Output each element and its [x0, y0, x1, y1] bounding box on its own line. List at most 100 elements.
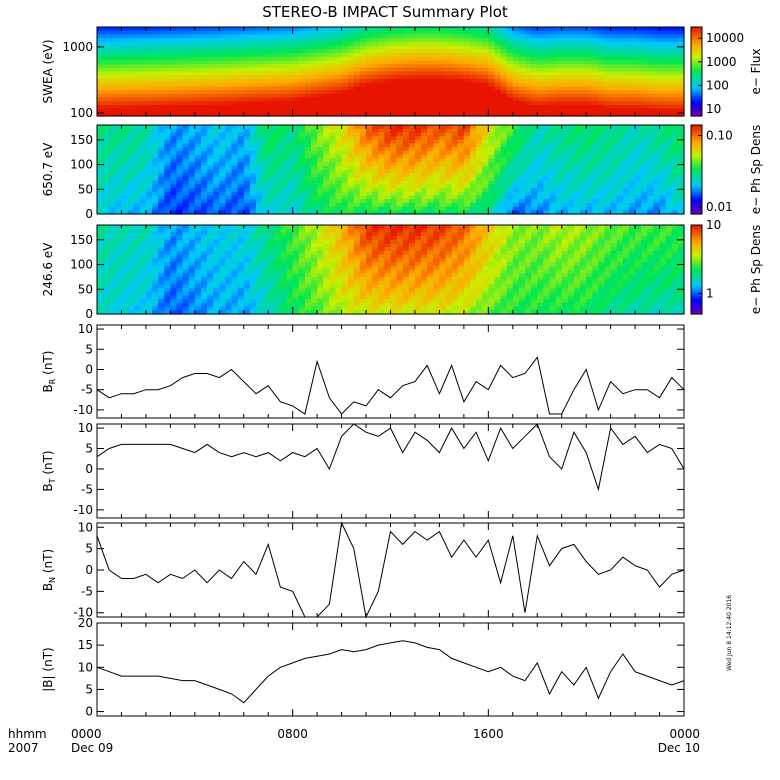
heatmap-cell	[457, 101, 465, 106]
heatmap-cell	[555, 158, 563, 163]
heatmap-cell	[341, 30, 349, 36]
heatmap-cell	[115, 291, 123, 297]
heatmap-cell	[494, 78, 502, 84]
heatmap-cell	[292, 45, 300, 50]
heatmap-cell	[225, 52, 233, 58]
heatmap-cell	[255, 150, 263, 156]
heatmap-cell	[512, 199, 520, 204]
heatmap-cell	[549, 191, 557, 197]
heatmap-cell	[610, 184, 618, 189]
heatmap-cell	[237, 132, 245, 137]
colorbar-segment	[691, 104, 702, 108]
heatmap-cell	[133, 276, 141, 282]
heatmap-cell	[567, 86, 575, 91]
heatmap-cell	[359, 82, 367, 87]
heatmap-cell	[421, 71, 428, 76]
heatmap-cell	[255, 41, 263, 47]
heatmap-cell	[567, 162, 575, 167]
heatmap-cell	[176, 104, 184, 110]
heatmap-cell	[133, 90, 141, 95]
heatmap-cell	[353, 147, 361, 152]
heatmap-cell	[573, 206, 581, 211]
heatmap-cell	[139, 232, 147, 237]
heatmap-cell	[207, 90, 214, 95]
heatmap-cell	[396, 49, 404, 54]
heatmap-cell	[109, 97, 116, 102]
heatmap-cell	[133, 60, 141, 65]
heatmap-cell	[677, 49, 685, 54]
heatmap-cell	[152, 67, 159, 73]
heatmap-cell	[561, 199, 569, 204]
heatmap-cell	[463, 158, 471, 163]
heatmap-cell	[604, 97, 612, 102]
heatmap-cell	[445, 128, 453, 134]
heatmap-cell	[97, 150, 104, 156]
heatmap-cell	[237, 101, 245, 106]
heatmap-cell	[158, 158, 165, 163]
heatmap-cell	[335, 128, 343, 134]
heatmap-cell	[647, 64, 655, 69]
heatmap-cell	[170, 184, 178, 189]
heatmap-cell	[341, 27, 349, 32]
heatmap-cell	[512, 132, 520, 137]
heatmap-cell	[359, 75, 367, 80]
heatmap-cell	[445, 165, 453, 171]
heatmap-cell	[97, 64, 104, 69]
heatmap-cell	[243, 191, 251, 197]
heatmap-cell	[555, 30, 563, 36]
heatmap-cell	[188, 176, 196, 182]
heatmap-cell	[561, 30, 569, 36]
heatmap-cell	[616, 176, 624, 182]
heatmap-cell	[145, 191, 153, 197]
heatmap-cell	[445, 45, 453, 50]
heatmap-cell	[622, 45, 630, 50]
heatmap-cell	[463, 199, 471, 204]
colorbar-segment	[691, 127, 702, 131]
heatmap-cell	[103, 295, 110, 300]
heatmap-cell	[543, 49, 551, 54]
heatmap-cell	[408, 101, 416, 106]
heatmap-cell	[347, 30, 355, 36]
heatmap-cell	[549, 158, 557, 163]
heatmap-cell	[127, 276, 135, 282]
heatmap-cell	[665, 180, 673, 185]
heatmap-cell	[213, 93, 220, 99]
heatmap-cell	[378, 158, 385, 163]
heatmap-cell	[665, 210, 673, 215]
heatmap-cell	[286, 136, 294, 141]
heatmap-cell	[292, 75, 300, 80]
heatmap-cell	[677, 93, 685, 99]
heatmap-cell	[311, 30, 318, 36]
heatmap-cell	[482, 97, 489, 102]
heatmap-cell	[109, 78, 116, 84]
heatmap-cell	[249, 82, 257, 87]
heatmap-cell	[476, 67, 483, 73]
heatmap-cell	[182, 82, 190, 87]
heatmap-cell	[170, 143, 178, 148]
heatmap-cell	[653, 199, 661, 204]
heatmap-cell	[304, 188, 312, 193]
heatmap-cell	[249, 139, 257, 145]
heatmap-cell	[500, 112, 508, 117]
heatmap-cell	[567, 173, 575, 178]
heatmap-cell	[115, 147, 123, 152]
heatmap-cell	[121, 276, 129, 282]
heatmap-cell	[207, 139, 214, 145]
heatmap-cell	[580, 38, 587, 43]
heatmap-cell	[262, 165, 269, 171]
heatmap-cell	[219, 30, 226, 36]
heatmap-cell	[219, 75, 226, 80]
heatmap-cell	[170, 52, 178, 58]
heatmap-cell	[537, 202, 544, 208]
heatmap-cell	[573, 169, 581, 174]
heatmap-cell	[200, 147, 208, 152]
heatmap-cell	[414, 180, 422, 185]
heatmap-cell	[671, 132, 679, 137]
heatmap-cell	[274, 143, 282, 148]
heatmap-cell	[347, 86, 355, 91]
heatmap-cell	[671, 136, 679, 141]
heatmap-cell	[635, 67, 642, 73]
heatmap-cell	[598, 125, 606, 130]
heatmap-cell	[255, 34, 263, 39]
heatmap-cell	[653, 169, 661, 174]
